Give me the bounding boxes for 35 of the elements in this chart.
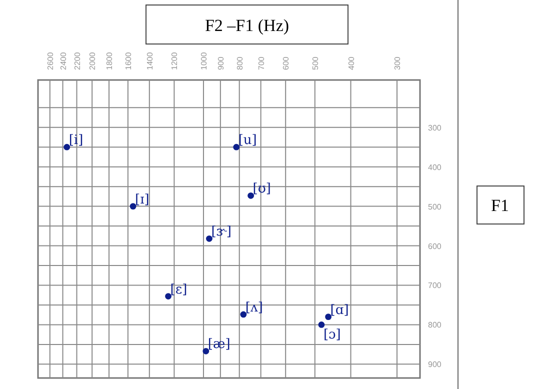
annotation: [u]: [238, 133, 257, 148]
y-tick-label: 700: [428, 281, 442, 290]
x-tick-label: 1000: [199, 52, 208, 70]
annotation: [ɝ]: [211, 224, 232, 240]
annotation: [ʌ]: [245, 300, 263, 316]
annotation: [i]: [68, 133, 84, 148]
chart-title: F2 –F1 (Hz): [204, 16, 290, 35]
y-tick-label: 400: [428, 162, 442, 172]
x-tick-label: 800: [235, 56, 244, 70]
x-tick-label: 900: [216, 56, 226, 70]
x-tick-label: 2400: [58, 52, 68, 70]
x-tick-label: 2000: [88, 52, 98, 70]
y-tick-label: 500: [428, 202, 442, 212]
x-tick-label: 1600: [124, 52, 133, 70]
y-tick-label: 900: [428, 360, 442, 370]
x-tick-label: 1400: [145, 52, 154, 70]
x-tick-label: 300: [393, 56, 402, 70]
x-tick-label: 400: [346, 56, 356, 70]
annotation: [ɔ]: [323, 328, 341, 343]
x-tick-label: 1800: [105, 52, 114, 70]
y-tick-label: 800: [428, 320, 442, 330]
y-tick-label: 600: [428, 242, 442, 251]
x-tick-label: 2200: [72, 52, 82, 70]
y-axis-title: F1: [491, 196, 509, 215]
annotation: [ɑ]: [330, 302, 349, 318]
annotation: [æ]: [208, 337, 230, 352]
x-tick-label: 2600: [46, 52, 55, 70]
x-tick-label: 700: [256, 56, 266, 70]
y-tick-label: 300: [428, 123, 442, 132]
x-tick-label: 500: [310, 56, 320, 70]
annotation: [ɪ]: [135, 192, 150, 208]
annotation: [ɛ]: [170, 282, 188, 298]
annotation: [ʊ]: [252, 182, 272, 197]
x-tick-label: 1200: [170, 52, 180, 70]
x-tick-label: 600: [282, 56, 291, 70]
